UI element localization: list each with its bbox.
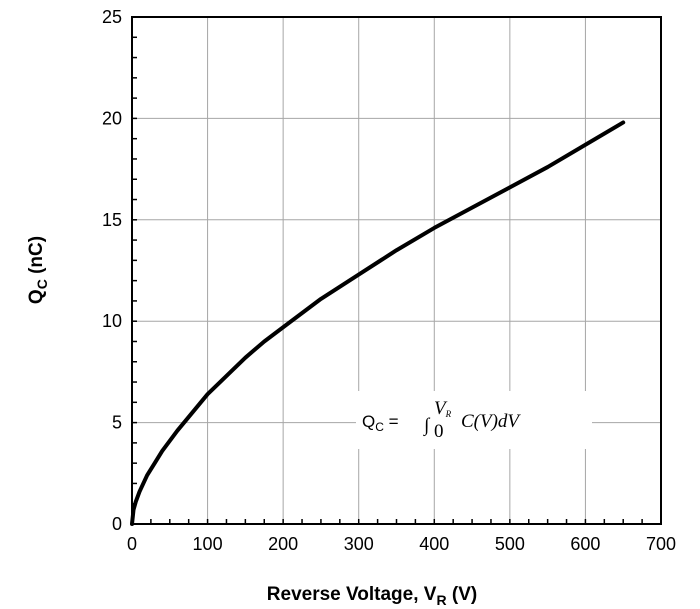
y-axis-title-sub: C [34,279,50,289]
x-axis-title-main: Reverse Voltage, V [267,584,437,605]
x-tick-label: 0 [127,534,137,554]
x-tick-label: 400 [419,534,449,554]
x-tick-label: 300 [344,534,374,554]
y-axis-title-main: Q [26,289,47,304]
x-tick-labels: 0 100 200 300 400 500 600 700 [127,534,676,554]
x-axis-title-unit: (V) [447,584,478,605]
x-tick-label: 100 [193,534,223,554]
y-tick-labels: 0 5 10 15 20 25 [102,7,122,534]
x-tick-label: 700 [646,534,676,554]
x-axis-title-sub: R [436,592,446,608]
x-tick-label: 200 [268,534,298,554]
y-tick-label: 15 [102,210,122,230]
series-layer [130,120,626,526]
formula-integral-sign: ∫ [423,415,431,437]
formula-lower-limit: 0 [434,421,444,442]
y-tick-label: 25 [102,7,122,27]
formula-integrand: C(V)dV [461,411,521,432]
formula-lhs: QC = [362,412,399,434]
y-tick-label: 5 [112,413,122,433]
plot-area-frame [131,16,662,525]
series-line [130,120,626,526]
x-axis-title: Reverse Voltage, VR (V) [267,584,477,608]
y-axis-title-unit: (nC) [26,236,47,279]
y-axis-title: QC (nC) [26,236,50,304]
formula-upper-limit: VR [434,398,452,419]
x-tick-label: 500 [495,534,525,554]
y-tick-label: 0 [112,514,122,534]
formula-box [356,391,592,449]
x-tick-label: 600 [570,534,600,554]
y-tick-label: 10 [102,311,122,331]
formula-annotation: QC = ∫ VR 0 C(V)dV [356,391,592,449]
y-tick-label: 20 [102,108,122,128]
